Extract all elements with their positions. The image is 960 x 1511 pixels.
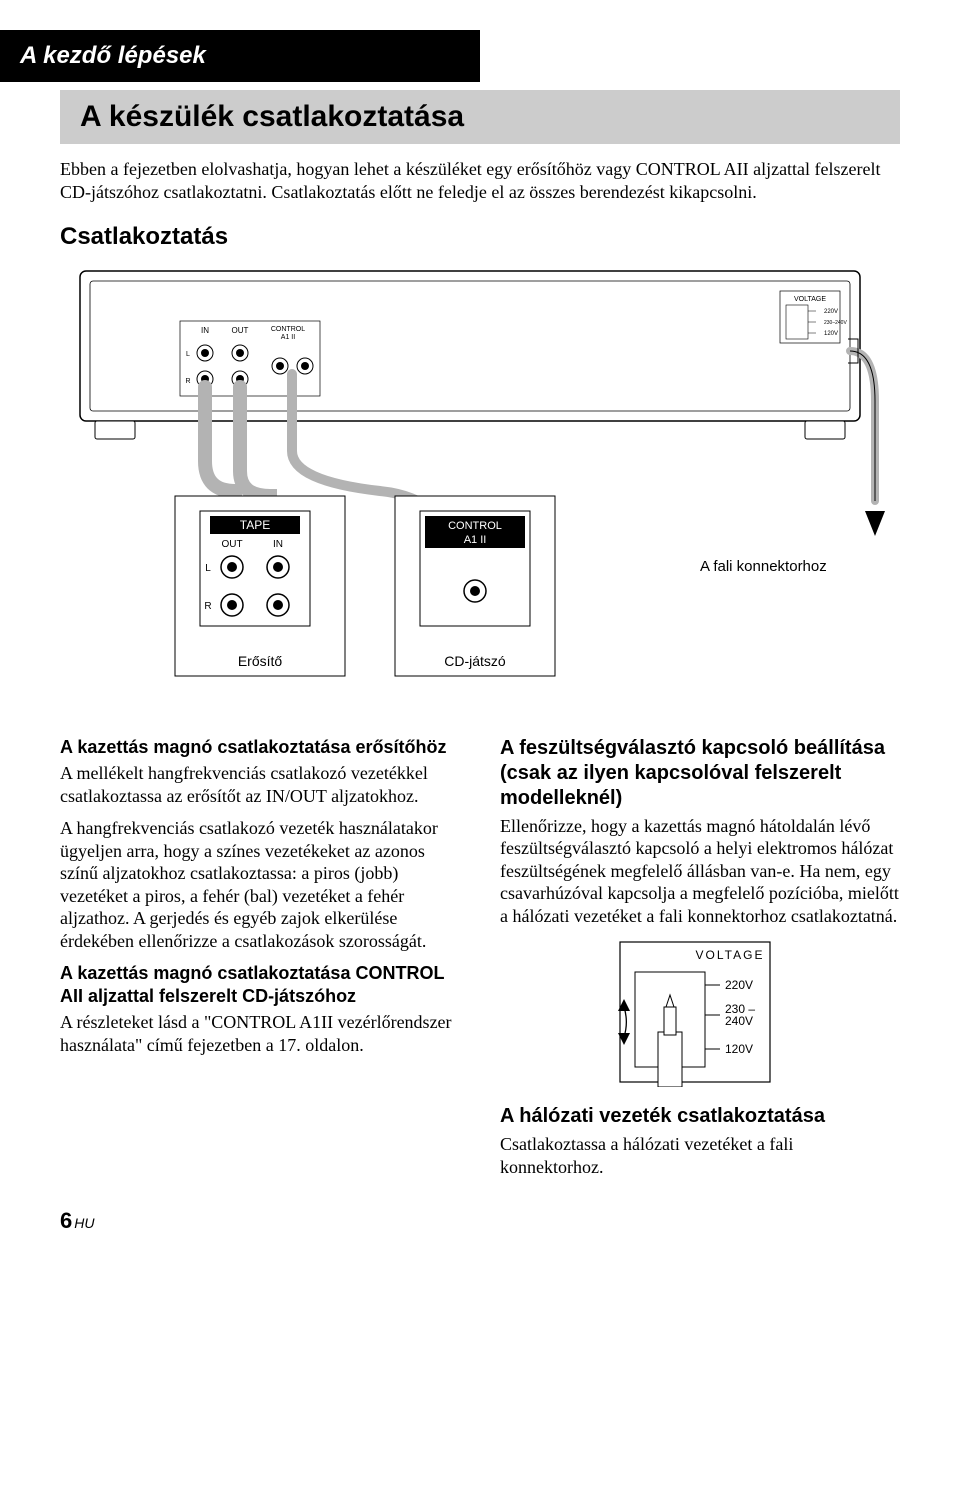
svg-text:120V: 120V: [725, 1042, 753, 1056]
svg-text:CONTROL: CONTROL: [271, 326, 305, 333]
right-h2: A hálózati vezeték csatlakoztatása: [500, 1104, 900, 1129]
content-columns: A kazettás magnó csatlakoztatása erősítő…: [60, 736, 900, 1189]
svg-text:R: R: [185, 378, 190, 385]
svg-text:220V: 220V: [824, 309, 838, 315]
page-suffix: HU: [74, 1215, 94, 1231]
left-p3: A részleteket lásd a "CONTROL A1II vezér…: [60, 1011, 460, 1056]
svg-text:VOLTAGE: VOLTAGE: [696, 948, 765, 962]
svg-text:L: L: [205, 563, 211, 574]
intro-text: Ebben a fejezetben elolvashatja, hogyan …: [60, 158, 900, 205]
right-column: A feszültségválasztó kapcsoló beállítása…: [500, 736, 900, 1189]
section-heading: Csatlakoztatás: [60, 223, 900, 251]
right-h1: A feszültségválasztó kapcsoló beállítása…: [500, 736, 900, 811]
chapter-bar: A kezdő lépések: [0, 30, 480, 82]
svg-text:VOLTAGE: VOLTAGE: [794, 296, 826, 303]
svg-text:A fali konnektorhoz: A fali konnektorhoz: [700, 558, 827, 575]
svg-text:L: L: [186, 351, 190, 358]
svg-text:CD-játszó: CD-játszó: [444, 653, 506, 669]
svg-text:CONTROL: CONTROL: [448, 520, 502, 532]
left-h2: A kazettás magnó csatlakoztatása CONTROL…: [60, 962, 460, 1007]
left-p2: A hangfrekvenciás csatlakozó vezeték has…: [60, 817, 460, 952]
svg-text:A1 II: A1 II: [464, 534, 487, 546]
svg-text:240V: 240V: [725, 1014, 753, 1028]
page-footer: 6 HU: [60, 1208, 900, 1234]
svg-text:IN: IN: [201, 326, 209, 335]
svg-text:220V: 220V: [725, 978, 753, 992]
page-number: 6: [60, 1208, 72, 1234]
voltage-selector-diagram: VOLTAGE 220V 230 – 240V 120V: [500, 937, 900, 1092]
left-p1: A mellékelt hangfrekvenciás csatlakozó v…: [60, 762, 460, 807]
svg-text:A1 II: A1 II: [281, 334, 295, 341]
left-h1: A kazettás magnó csatlakoztatása erősítő…: [60, 736, 460, 759]
chapter-title: A kezdő lépések: [20, 42, 410, 70]
svg-text:120V: 120V: [824, 331, 838, 337]
svg-text:OUT: OUT: [232, 326, 249, 335]
connection-diagram: VOLTAGE 220V 230–240V 120V IN OUT CONTRO…: [60, 261, 900, 706]
right-p2: Csatlakoztassa a hálózati vezetéket a fa…: [500, 1133, 900, 1178]
svg-text:IN: IN: [273, 539, 283, 550]
svg-text:R: R: [204, 601, 211, 612]
page-title: A készülék csatlakoztatása: [80, 100, 880, 134]
right-p1: Ellenőrizze, hogy a kazettás magnó hátol…: [500, 815, 900, 928]
svg-text:OUT: OUT: [221, 539, 242, 550]
left-column: A kazettás magnó csatlakoztatása erősítő…: [60, 736, 460, 1189]
svg-text:TAPE: TAPE: [240, 518, 270, 532]
v230: 230–240V: [824, 320, 847, 326]
title-bar: A készülék csatlakoztatása: [60, 90, 900, 144]
svg-text:Erősítő: Erősítő: [238, 653, 283, 669]
